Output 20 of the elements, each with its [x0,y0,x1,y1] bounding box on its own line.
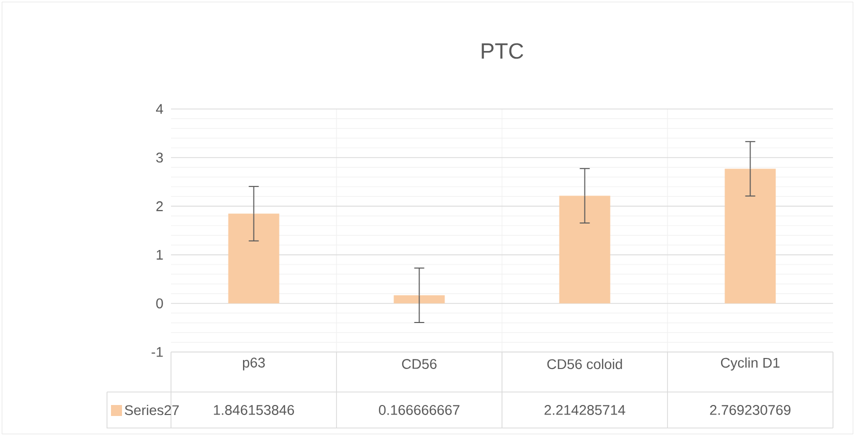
bar [724,168,776,304]
y-tick-label: 1 [156,250,163,260]
legend-label: Series27 [124,404,179,416]
x-tick-label: CD56 coloid [547,358,622,370]
data-label: 2.769230769 [710,405,790,415]
y-tick-label: 4 [156,104,164,114]
data-label: 2.214285714 [544,405,626,415]
x-tick-label: Cyclin D1 [721,357,780,371]
data-label: 0.166666667 [378,405,460,415]
chart-title: PTC [482,43,524,59]
data-label: 1.846153846 [214,405,294,415]
y-tick-label: 2 [156,201,163,212]
bar [394,295,445,304]
y-tick-label: -1 [152,347,163,357]
bar [559,196,610,304]
y-tick-label: 0 [156,298,163,308]
x-tick-label: p63 [242,358,265,370]
x-tick-label: CD56 [402,359,437,369]
bar [228,214,280,304]
y-tick-label: 3 [156,152,163,163]
